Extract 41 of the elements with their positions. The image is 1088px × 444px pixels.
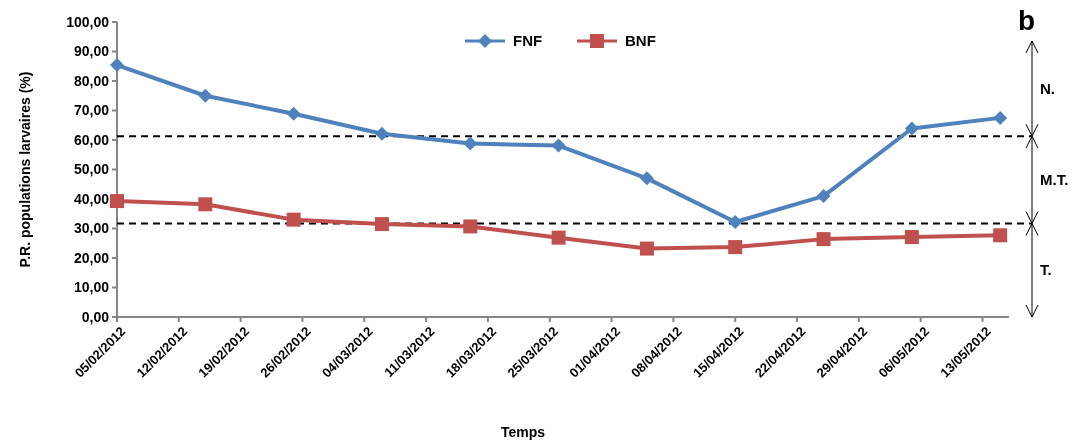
point: [993, 110, 1008, 125]
legend-label: BNF: [625, 32, 656, 50]
point: [993, 228, 1008, 243]
y-axis-title: P.R. populations larvaires (%): [17, 71, 33, 268]
point: [728, 215, 743, 230]
point: [639, 171, 654, 186]
point: [816, 189, 831, 204]
text: T.: [1040, 261, 1052, 279]
point: [463, 219, 478, 234]
y-tick-label: 20,00: [73, 249, 110, 266]
point: [551, 230, 566, 245]
point: [904, 230, 919, 245]
point: [904, 121, 919, 136]
text: M.T.: [1040, 171, 1069, 189]
point: [110, 194, 124, 209]
y-tick-label: 50,00: [73, 161, 110, 178]
x-axis-title: Temps: [500, 424, 546, 440]
point: [374, 217, 389, 232]
point: [639, 241, 654, 256]
point: [198, 88, 213, 103]
y-tick-label: 60,00: [73, 131, 110, 148]
y-tick-label: 90,00: [73, 43, 110, 60]
text: N.: [1040, 79, 1055, 97]
y-tick-label: 30,00: [73, 220, 110, 237]
y-tick-label: 80,00: [73, 72, 110, 89]
point: [198, 197, 213, 212]
y-tick-label: 40,00: [73, 190, 110, 207]
point: [286, 106, 301, 121]
text: b: [1018, 5, 1036, 36]
y-tick-label: 0,00: [81, 308, 110, 325]
y-tick-label: 10,00: [73, 279, 110, 296]
point: [110, 58, 124, 73]
point: [463, 136, 478, 151]
legend-label: FNF: [513, 32, 543, 50]
y-tick-label: 70,00: [73, 102, 110, 119]
point: [551, 138, 566, 153]
point: [728, 240, 743, 255]
y-tick-label: 100,00: [66, 13, 110, 30]
point: [374, 126, 389, 141]
point: [286, 212, 301, 227]
point: [816, 232, 831, 247]
